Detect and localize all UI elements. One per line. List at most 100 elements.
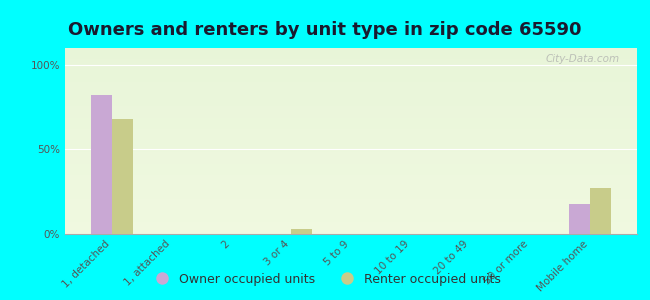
Bar [91, 95, 112, 234]
Bar [65, 176, 637, 177]
Bar [65, 75, 637, 76]
Bar [65, 192, 637, 193]
Bar [65, 85, 637, 86]
Bar [65, 127, 637, 128]
Bar [65, 80, 637, 82]
Bar [65, 204, 637, 205]
Bar [65, 130, 637, 131]
Bar [65, 82, 637, 83]
Bar [65, 202, 637, 203]
Bar [65, 198, 637, 199]
Bar [65, 197, 637, 198]
Bar [65, 162, 637, 163]
Bar [65, 115, 637, 116]
Text: Owners and renters by unit type in zip code 65590: Owners and renters by unit type in zip c… [68, 21, 582, 39]
Bar [65, 151, 637, 152]
Bar [65, 191, 637, 192]
Bar [65, 220, 637, 221]
Bar [65, 233, 637, 234]
Bar [65, 79, 637, 80]
Bar [65, 179, 637, 180]
Bar [65, 146, 637, 147]
Bar [65, 64, 637, 65]
Bar [65, 140, 637, 141]
Bar [65, 90, 637, 91]
Bar [65, 195, 637, 196]
Bar [65, 56, 637, 57]
Bar [65, 101, 637, 102]
Bar [65, 147, 637, 148]
Bar [65, 112, 637, 113]
Bar [65, 132, 637, 133]
Bar [65, 171, 637, 172]
Bar [65, 207, 637, 208]
Bar [65, 231, 637, 232]
Bar [65, 187, 637, 188]
Bar [65, 154, 637, 155]
Bar [65, 209, 637, 210]
Bar [65, 123, 637, 124]
Bar [65, 184, 637, 185]
Bar [65, 215, 637, 216]
Bar [65, 230, 637, 231]
Bar [65, 208, 637, 209]
Bar [65, 94, 637, 95]
Bar [65, 95, 637, 96]
Bar [65, 61, 637, 62]
Bar [65, 92, 637, 93]
Bar [65, 111, 637, 112]
Bar [65, 89, 637, 90]
Bar [65, 62, 637, 63]
Bar [65, 76, 637, 77]
Bar [65, 57, 637, 58]
Bar [65, 160, 637, 161]
Bar [65, 96, 637, 97]
Bar [65, 163, 637, 164]
Legend: Owner occupied units, Renter occupied units: Owner occupied units, Renter occupied un… [144, 268, 506, 291]
Bar [65, 153, 637, 154]
Bar [65, 167, 637, 168]
Bar [65, 54, 637, 55]
Bar [65, 200, 637, 202]
Bar [65, 93, 637, 94]
Bar [65, 116, 637, 117]
Bar [65, 150, 637, 151]
Bar [65, 222, 637, 223]
Bar [65, 99, 637, 100]
Bar [65, 63, 637, 64]
Bar [65, 202, 637, 203]
Bar [65, 119, 637, 120]
Bar [65, 149, 637, 150]
Bar [65, 168, 637, 169]
Bar [65, 227, 637, 228]
Bar [65, 157, 637, 158]
Bar [65, 55, 637, 56]
Bar [65, 137, 637, 138]
Bar [590, 188, 611, 234]
Bar [65, 186, 637, 187]
Bar [65, 172, 637, 173]
Bar [65, 49, 637, 50]
Bar [65, 114, 637, 115]
Bar [65, 199, 637, 200]
Bar [569, 204, 590, 234]
Bar [65, 223, 637, 224]
Bar [65, 181, 637, 182]
Bar [65, 60, 637, 61]
Bar [65, 152, 637, 153]
Bar [65, 161, 637, 162]
Bar [65, 88, 637, 89]
Bar [65, 165, 637, 166]
Bar [65, 52, 637, 53]
Bar [65, 77, 637, 78]
Bar [65, 67, 637, 68]
Bar [65, 133, 637, 134]
Bar [65, 205, 637, 206]
Bar [65, 74, 637, 75]
Bar [65, 86, 637, 87]
Bar [65, 108, 637, 110]
Bar [65, 224, 637, 225]
Bar [65, 68, 637, 69]
Bar [65, 98, 637, 99]
Bar [65, 51, 637, 52]
